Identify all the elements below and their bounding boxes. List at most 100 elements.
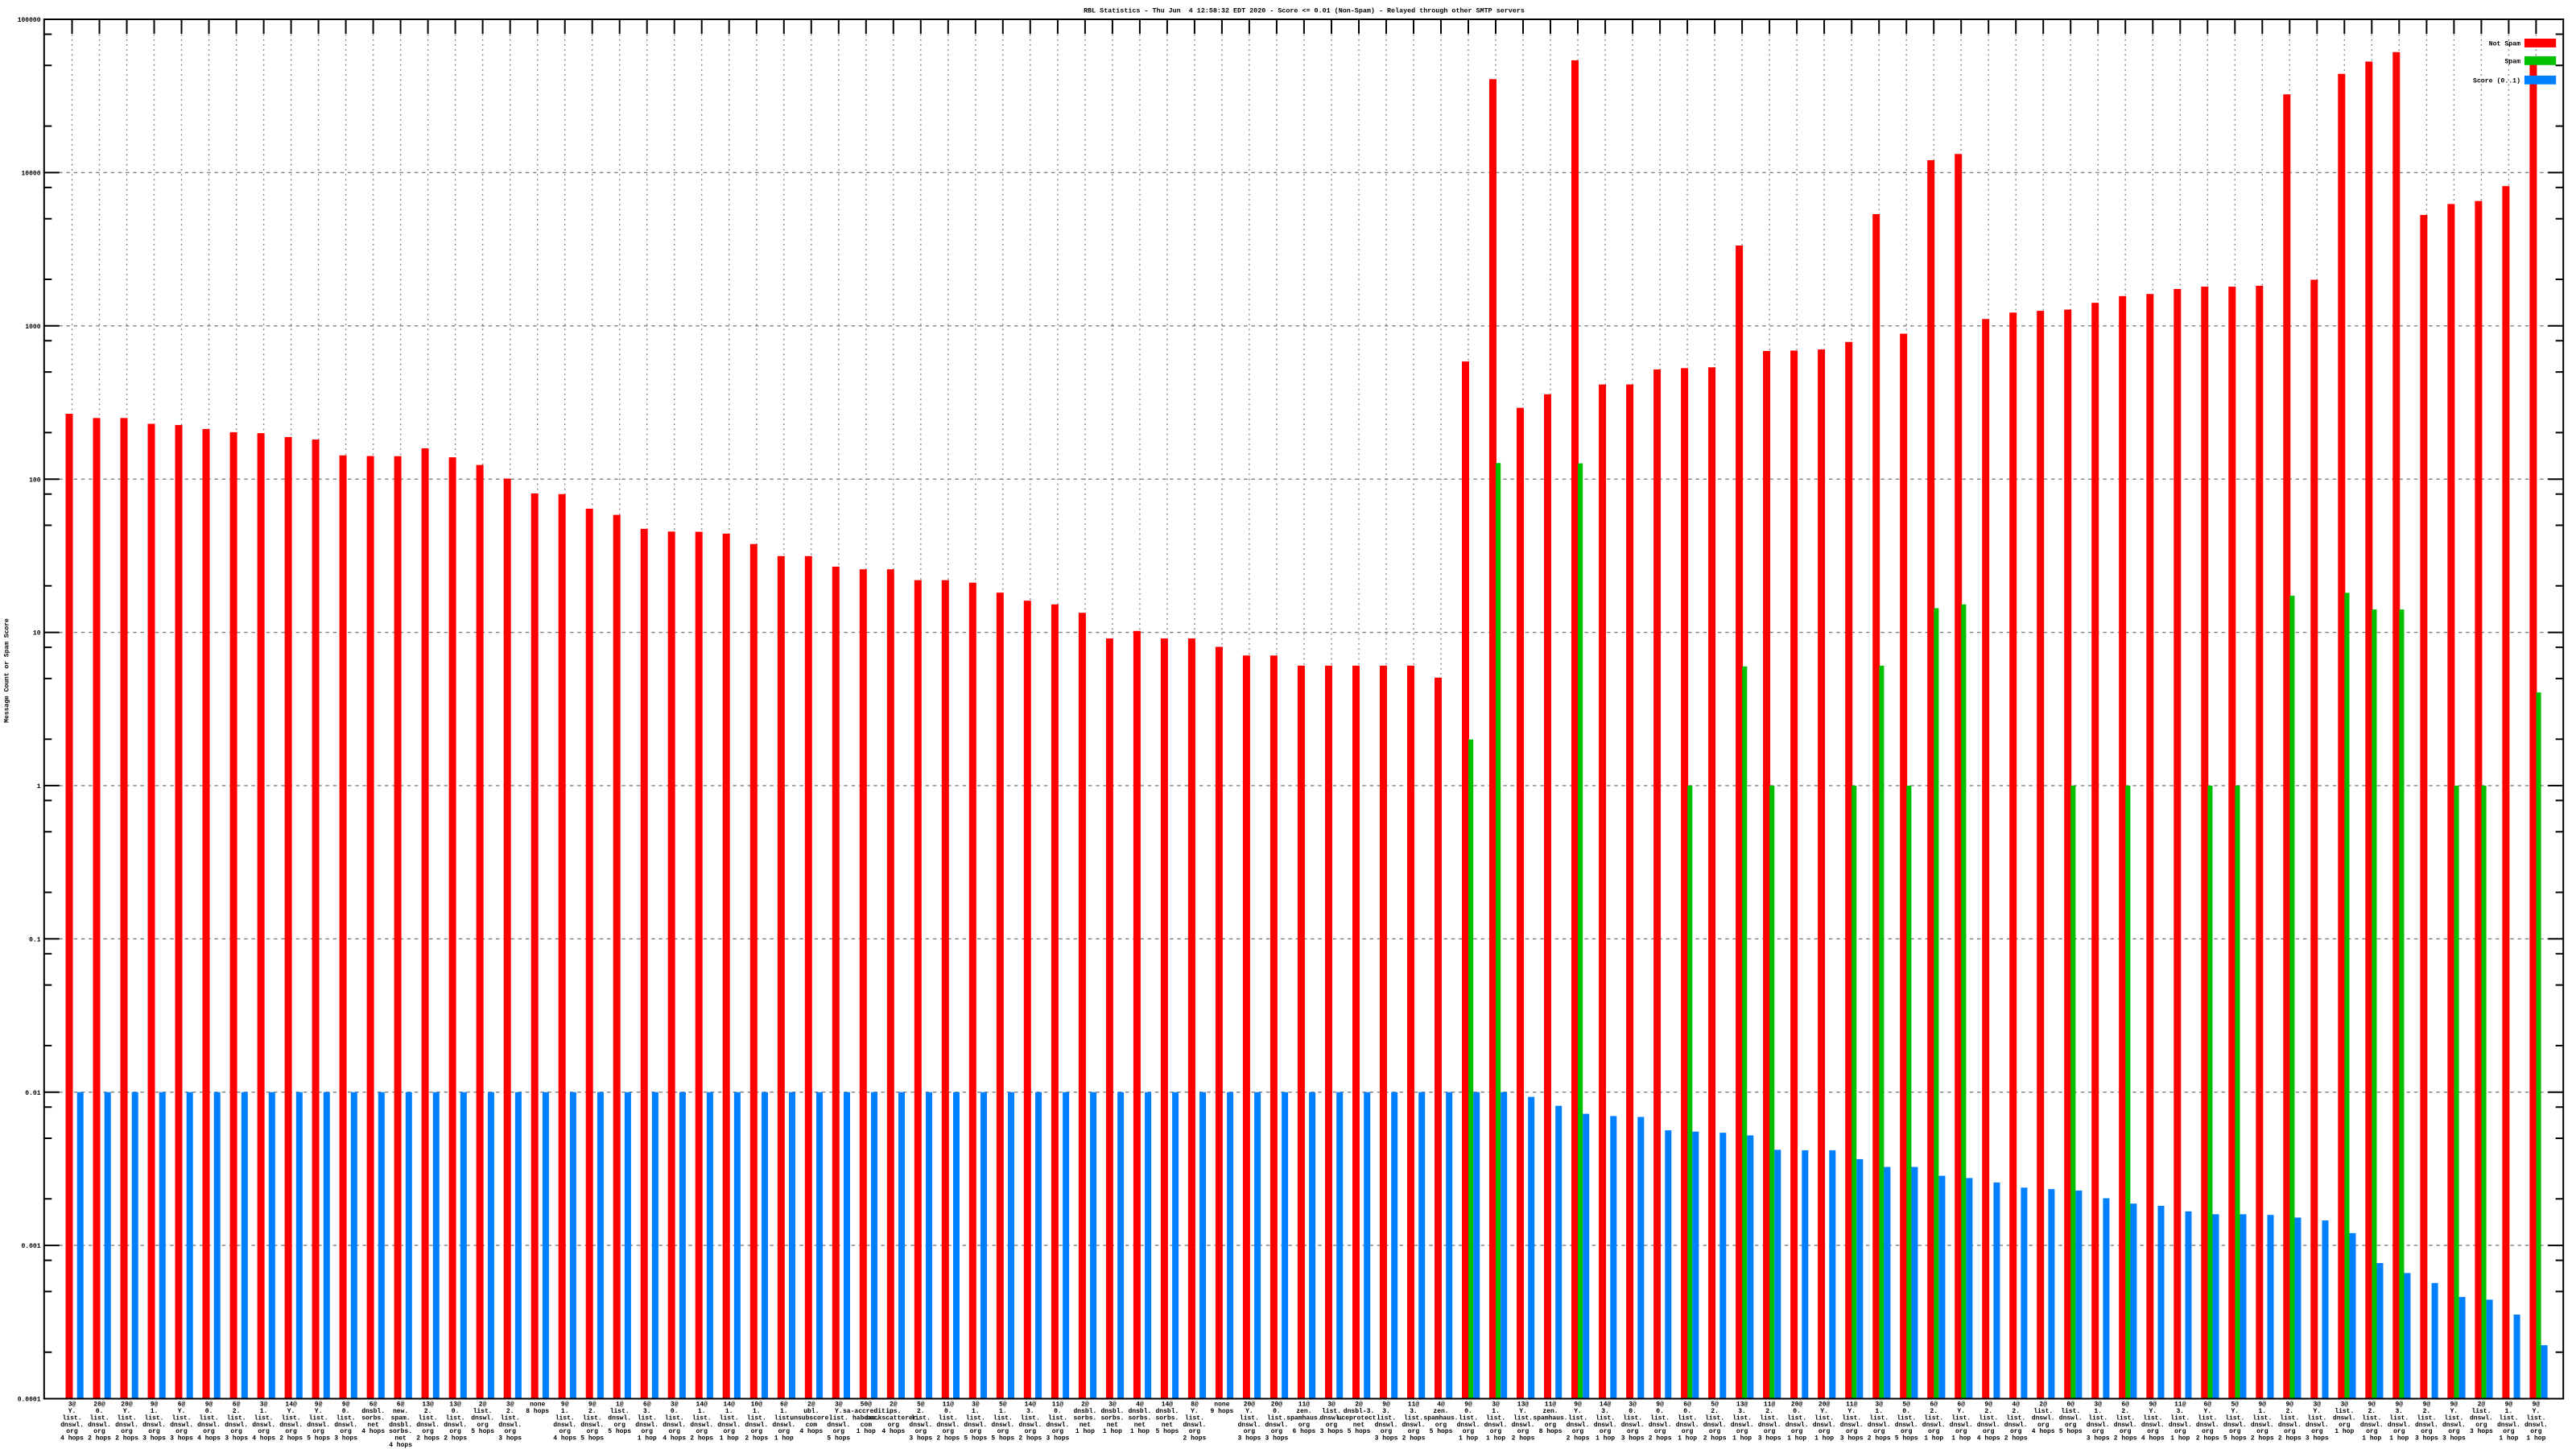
svg-text:list.: list. xyxy=(473,1408,493,1415)
svg-text:0.: 0. xyxy=(671,1408,679,1415)
svg-text:org: org xyxy=(1627,1428,1639,1435)
svg-text:0.: 0. xyxy=(1793,1408,1801,1415)
svg-text:9@: 9@ xyxy=(2450,1402,2458,1409)
svg-text:2 hops: 2 hops xyxy=(279,1435,303,1443)
svg-text:dnswl.: dnswl. xyxy=(60,1422,84,1429)
svg-text:2 hops: 2 hops xyxy=(2004,1435,2028,1443)
svg-text:list.: list. xyxy=(1459,1414,1478,1422)
svg-text:2 hops: 2 hops xyxy=(444,1435,467,1443)
svg-text:1.: 1. xyxy=(260,1408,268,1415)
svg-text:Y.: Y. xyxy=(2450,1408,2458,1415)
svg-text:1 hop: 1 hop xyxy=(1075,1428,1095,1435)
svg-text:new.: new. xyxy=(393,1408,408,1415)
svg-text:5 hops: 5 hops xyxy=(1895,1435,1918,1443)
svg-text:dnswl.: dnswl. xyxy=(307,1422,330,1429)
svg-text:10000: 10000 xyxy=(21,171,40,178)
svg-text:dnswl.: dnswl. xyxy=(1813,1422,1836,1429)
svg-text:org: org xyxy=(613,1422,625,1429)
svg-text:1 hop: 1 hop xyxy=(1678,1435,1697,1443)
svg-text:org: org xyxy=(1271,1428,1283,1435)
svg-text:2 hops: 2 hops xyxy=(2251,1435,2274,1443)
svg-text:none: none xyxy=(530,1402,545,1409)
svg-text:dnswl.: dnswl. xyxy=(2169,1422,2192,1429)
svg-text:2 hops: 2 hops xyxy=(2196,1435,2219,1443)
svg-text:dnswl.: dnswl. xyxy=(2251,1422,2274,1429)
svg-text:list.: list. xyxy=(747,1414,766,1422)
svg-text:dnswl.: dnswl. xyxy=(2004,1422,2028,1429)
svg-text:dnswl.: dnswl. xyxy=(1703,1422,1727,1429)
svg-text:9@: 9@ xyxy=(151,1402,159,1409)
svg-text:4 hops: 4 hops xyxy=(2032,1428,2055,1435)
svg-text:none: none xyxy=(1214,1402,1229,1409)
svg-text:9@: 9@ xyxy=(2368,1402,2376,1409)
svg-text:list.: list. xyxy=(1404,1414,1423,1422)
svg-text:list.: list. xyxy=(2116,1414,2135,1422)
svg-text:3 hops: 3 hops xyxy=(2415,1435,2438,1443)
svg-text:1@: 1@ xyxy=(616,1402,624,1409)
svg-text:dnswl.: dnswl. xyxy=(2497,1422,2520,1429)
svg-text:dnswl.: dnswl. xyxy=(471,1414,494,1422)
svg-text:dnswl.: dnswl. xyxy=(1183,1422,1206,1429)
svg-text:dnswl.: dnswl. xyxy=(1868,1422,1891,1429)
svg-text:1 hop: 1 hop xyxy=(2334,1428,2354,1435)
svg-text:1.: 1. xyxy=(780,1408,788,1415)
svg-text:com: com xyxy=(861,1422,873,1429)
svg-text:9@: 9@ xyxy=(1984,1402,1992,1409)
svg-text:org: org xyxy=(1846,1428,1858,1435)
svg-text:org: org xyxy=(2366,1428,2378,1435)
svg-text:2 hops: 2 hops xyxy=(1868,1435,1891,1443)
svg-text:0.: 0. xyxy=(1902,1408,1910,1415)
svg-text:100: 100 xyxy=(29,477,41,484)
svg-text:1 hop: 1 hop xyxy=(1787,1435,1806,1443)
svg-text:9@: 9@ xyxy=(561,1402,569,1409)
svg-text:0.: 0. xyxy=(342,1408,350,1415)
svg-text:2.: 2. xyxy=(1765,1408,1773,1415)
svg-text:list.: list. xyxy=(2198,1414,2217,1422)
svg-text:2.: 2. xyxy=(2285,1408,2293,1415)
svg-text:Y.: Y. xyxy=(2149,1408,2157,1415)
svg-text:list.: list. xyxy=(1979,1414,1998,1422)
svg-text:dnswl.: dnswl. xyxy=(279,1422,303,1429)
svg-text:dnswl.: dnswl. xyxy=(2415,1422,2438,1429)
svg-text:dnswl.: dnswl. xyxy=(1046,1422,1069,1429)
svg-text:dnswl.: dnswl. xyxy=(2278,1422,2301,1429)
svg-text:dnswl.: dnswl. xyxy=(1484,1422,1508,1429)
svg-text:org: org xyxy=(970,1428,982,1435)
svg-text:100000: 100000 xyxy=(18,17,41,24)
svg-text:org: org xyxy=(1463,1428,1475,1435)
svg-text:uceprotect.: uceprotect. xyxy=(1338,1414,1381,1422)
svg-text:2.: 2. xyxy=(1984,1408,1992,1415)
svg-text:11@: 11@ xyxy=(1052,1402,1064,1409)
svg-text:3.: 3. xyxy=(1026,1408,1034,1415)
svg-text:1 hop: 1 hop xyxy=(1130,1428,1150,1435)
svg-text:3@: 3@ xyxy=(1875,1402,1883,1409)
svg-text:1 hop: 1 hop xyxy=(857,1428,876,1435)
svg-text:3 hops: 3 hops xyxy=(2306,1435,2329,1443)
svg-text:unsubscore.: unsubscore. xyxy=(790,1414,832,1422)
svg-text:org: org xyxy=(2530,1428,2542,1435)
svg-text:list.: list. xyxy=(1760,1414,1779,1422)
svg-text:2@: 2@ xyxy=(1355,1402,1363,1409)
svg-text:list.: list. xyxy=(1623,1414,1642,1422)
svg-text:9@: 9@ xyxy=(1464,1402,1472,1409)
svg-text:dnswl.: dnswl. xyxy=(1950,1422,1973,1429)
svg-text:0.: 0. xyxy=(96,1408,104,1415)
svg-text:11@: 11@ xyxy=(943,1402,955,1409)
svg-text:list.: list. xyxy=(2499,1414,2518,1422)
svg-text:3.: 3. xyxy=(1382,1408,1390,1415)
svg-text:2 hops: 2 hops xyxy=(416,1435,440,1443)
svg-text:list.: list. xyxy=(2334,1408,2354,1415)
svg-text:6@: 6@ xyxy=(369,1402,378,1409)
svg-text:5 hops: 5 hops xyxy=(580,1435,604,1443)
svg-text:list.: list. xyxy=(1240,1414,1259,1422)
svg-text:6@: 6@ xyxy=(397,1402,405,1409)
svg-text:1.: 1. xyxy=(1492,1408,1500,1415)
svg-text:list.: list. xyxy=(1513,1414,1533,1422)
svg-text:2.: 2. xyxy=(506,1408,514,1415)
svg-text:dnswl.: dnswl. xyxy=(1977,1422,2000,1429)
svg-text:4 hops: 4 hops xyxy=(663,1435,686,1443)
svg-text:org: org xyxy=(203,1428,215,1435)
svg-text:list.: list. xyxy=(720,1414,739,1422)
svg-text:1.: 1. xyxy=(1875,1408,1883,1415)
svg-text:Y.: Y. xyxy=(1957,1408,1965,1415)
